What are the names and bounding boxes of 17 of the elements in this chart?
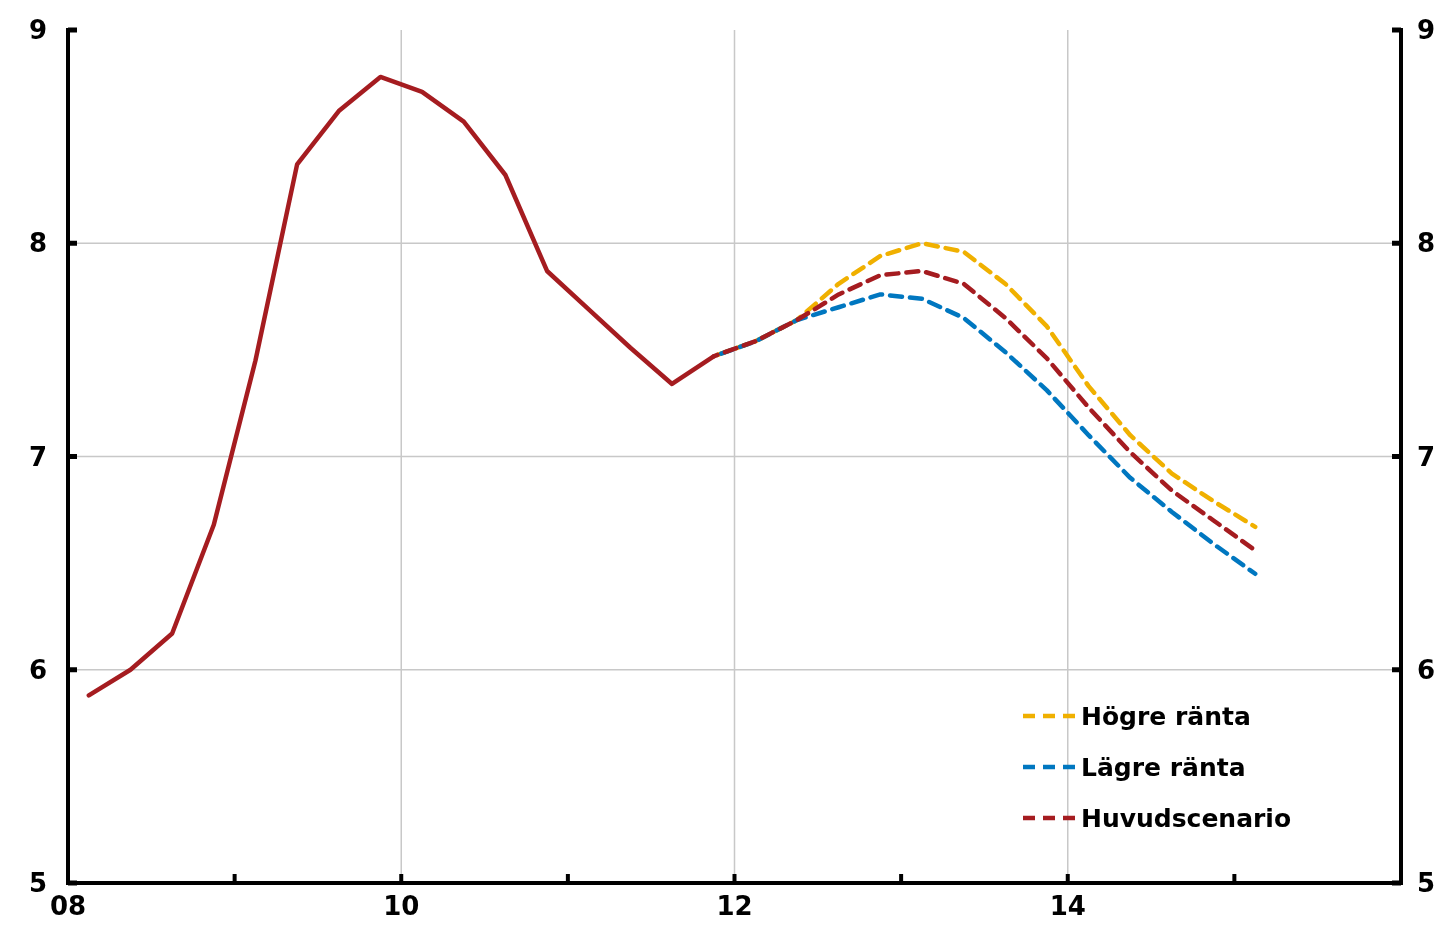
y2-tick-label: 5	[1416, 868, 1436, 899]
y-tick-label: 9	[28, 15, 48, 46]
y2-tick-label: 6	[1416, 654, 1436, 685]
x-tick-label: 10	[383, 891, 420, 921]
x-tick-label: 12	[716, 891, 753, 921]
y-tick-label: 8	[28, 228, 48, 259]
legend-label: Lägre ränta	[1081, 752, 1246, 782]
y-tick-label: 5	[28, 868, 48, 899]
y2-tick-label: 7	[1416, 441, 1436, 472]
y-tick-label: 7	[28, 441, 48, 472]
x-tick-label: 14	[1049, 891, 1086, 921]
y-tick-label: 6	[28, 654, 48, 685]
y2-tick-label: 8	[1416, 228, 1436, 259]
legend-label: Huvudscenario	[1081, 803, 1292, 833]
y2-tick-label: 9	[1416, 15, 1436, 46]
legend-label: Högre ränta	[1081, 701, 1251, 731]
x-tick-label: 08	[49, 891, 87, 921]
